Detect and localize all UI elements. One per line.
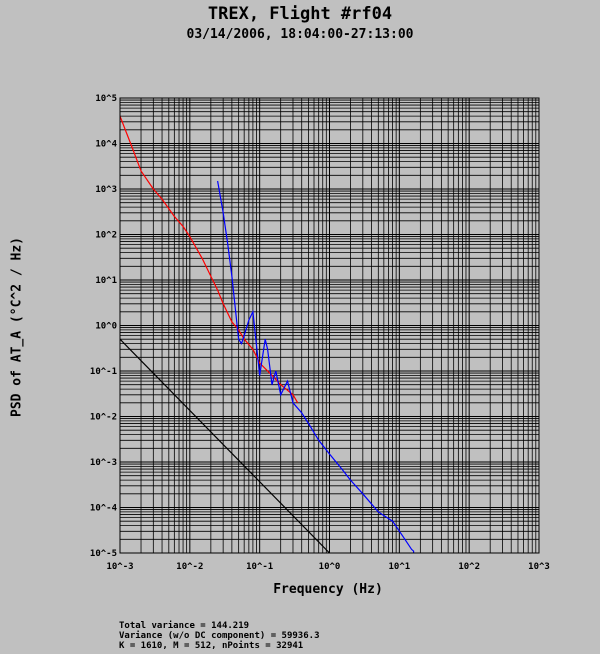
y-tick-label: 10^5 (95, 94, 117, 104)
series-line-3 (120, 338, 330, 553)
chart-title: TREX, Flight #rf04 (207, 4, 393, 24)
stats-variance-no-dc: Variance (w/o DC component) = 59936.3 (119, 631, 320, 641)
x-tick-label: 10^1 (388, 562, 410, 572)
x-tick-label: 10^3 (528, 562, 550, 572)
stats-block: Total variance = 144.219 Variance (w/o D… (119, 621, 319, 651)
y-tick-label: 10^2 (95, 231, 117, 241)
x-tick-label: 10^-1 (246, 562, 273, 572)
plot-frame (119, 97, 540, 554)
y-axis-label: PSD of AT_A (°C^2 / Hz) (9, 236, 25, 418)
x-tick-label: 10^2 (458, 562, 480, 572)
y-tick-label: 10^4 (95, 140, 117, 150)
y-tick-label: 10^-1 (90, 367, 117, 377)
x-tick-label: 10^-3 (106, 562, 133, 572)
y-tick-label: 10^1 (95, 276, 117, 286)
stats-total-variance: Total variance = 144.219 (119, 621, 250, 631)
series-line-1 (120, 115, 299, 404)
y-tick-label: 10^-4 (90, 504, 118, 514)
chart-subtitle: 03/14/2006, 18:04:00-27:13:00 (186, 27, 414, 42)
x-tick-label: 10^0 (319, 562, 341, 572)
x-axis-label: Frequency (Hz) (273, 582, 383, 597)
y-tick-label: 10^-5 (90, 549, 117, 559)
x-tick-label: 10^-2 (176, 562, 203, 572)
series-line-2 (217, 180, 415, 553)
y-tick-label: 10^3 (95, 185, 117, 195)
y-tick-label: 10^-3 (90, 458, 117, 468)
y-tick-label: 10^0 (95, 322, 117, 332)
stats-parameters: K = 1610, M = 512, nPoints = 32941 (119, 641, 304, 651)
y-tick-label: 10^-2 (90, 413, 117, 423)
